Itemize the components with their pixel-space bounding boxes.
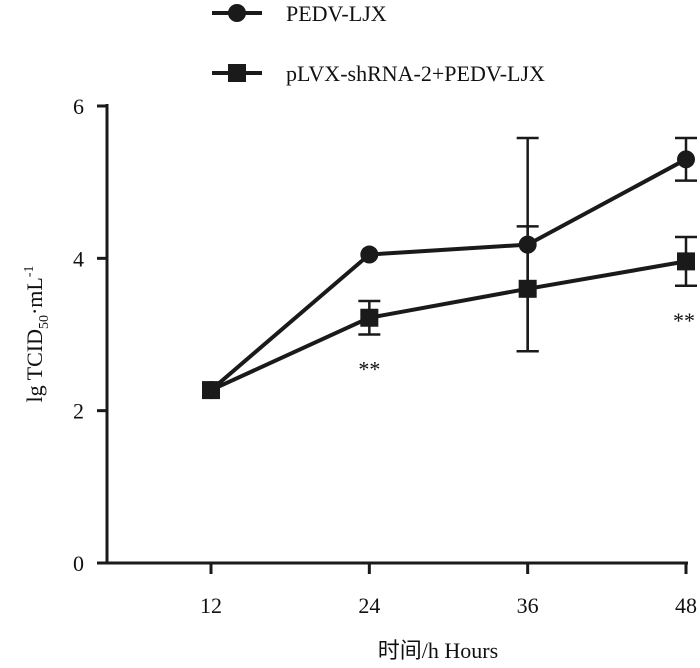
data-point-square <box>202 381 220 400</box>
legend-marker-circle <box>228 4 246 22</box>
y-tick-label: 2 <box>73 399 84 424</box>
significance-label: ** <box>673 308 695 333</box>
x-tick-label: 12 <box>200 593 222 618</box>
data-point-square <box>360 308 379 327</box>
y-axis-title-mid: ·mL <box>22 277 47 315</box>
y-tick-label: 6 <box>73 94 84 119</box>
axes <box>105 104 688 565</box>
data-point-square <box>518 279 537 298</box>
series-line <box>209 157 687 392</box>
y-axis-title: lg TCID50·mL-1 <box>22 265 52 402</box>
data-point-square <box>677 252 695 271</box>
x-ticks: 12 24 36 48 <box>200 563 697 618</box>
x-tick-label: 36 <box>517 593 539 618</box>
series-line <box>210 259 687 392</box>
y-tick-label: 0 <box>73 551 84 576</box>
x-tick-label: 24 <box>358 593 380 618</box>
legend-label-pedv-ljx: PEDV-LJX <box>286 1 387 26</box>
series-2 <box>202 225 697 400</box>
legend: PEDV-LJX pLVX-shRNA-2+PEDV-LJX <box>212 1 545 86</box>
legend-label-shrna: pLVX-shRNA-2+PEDV-LJX <box>286 61 545 86</box>
data-point-circle <box>360 245 379 264</box>
y-axis-title-sup: -1 <box>22 265 37 277</box>
y-axis-title-base: lg TCID <box>22 329 47 403</box>
x-tick-label: 48 <box>675 593 697 618</box>
plot-area: ** ** <box>202 136 697 400</box>
data-point-circle <box>677 150 695 169</box>
legend-item-shrna: pLVX-shRNA-2+PEDV-LJX <box>212 61 545 86</box>
legend-item-pedv-ljx: PEDV-LJX <box>212 1 387 26</box>
y-ticks: 0 2 4 6 <box>73 94 107 576</box>
legend-marker-square <box>228 64 246 82</box>
x-axis-title: 时间/h Hours <box>378 638 498 663</box>
y-axis-title-sub: 50 <box>37 315 52 329</box>
significance-label: ** <box>358 357 380 382</box>
y-tick-label: 4 <box>73 246 84 271</box>
